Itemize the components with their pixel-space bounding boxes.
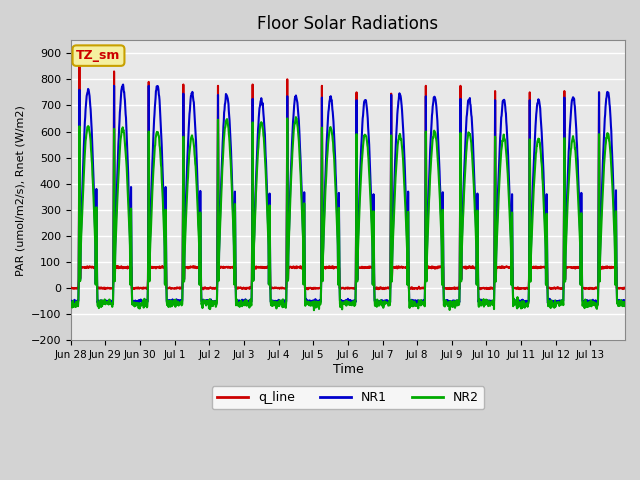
NR1 <box>119 82 127 87</box>
NR2 <box>334 243 342 249</box>
q_line <box>614 285 622 291</box>
NR1 <box>479 297 486 303</box>
NR1 <box>334 237 342 242</box>
NR2 <box>323 152 331 158</box>
NR1 <box>67 299 75 304</box>
q_line <box>67 285 75 291</box>
Y-axis label: PAR (umol/m2/s), Rnet (W/m2): PAR (umol/m2/s), Rnet (W/m2) <box>15 105 25 276</box>
Line: NR2: NR2 <box>71 117 625 310</box>
NR2 <box>621 300 628 306</box>
NR2 <box>154 130 161 136</box>
NR2 <box>560 216 568 222</box>
NR2 <box>292 114 300 120</box>
q_line <box>479 285 486 291</box>
Text: TZ_sm: TZ_sm <box>76 49 121 62</box>
NR1 <box>614 298 622 303</box>
NR1 <box>560 198 568 204</box>
Line: q_line: q_line <box>71 66 625 289</box>
NR2 <box>67 300 75 305</box>
q_line <box>323 264 331 270</box>
q_line <box>76 63 83 69</box>
Line: NR1: NR1 <box>71 84 625 304</box>
NR1 <box>154 84 162 90</box>
NR2 <box>479 300 486 306</box>
q_line <box>154 264 161 270</box>
X-axis label: Time: Time <box>333 363 364 376</box>
NR1 <box>99 301 106 307</box>
q_line <box>621 286 628 291</box>
q_line <box>334 264 342 270</box>
Title: Floor Solar Radiations: Floor Solar Radiations <box>257 15 438 33</box>
q_line <box>560 195 568 201</box>
q_line <box>304 287 312 292</box>
Legend: q_line, NR1, NR2: q_line, NR1, NR2 <box>212 386 484 409</box>
NR2 <box>614 303 622 309</box>
NR1 <box>621 299 628 304</box>
NR2 <box>310 307 318 313</box>
NR1 <box>323 127 331 133</box>
